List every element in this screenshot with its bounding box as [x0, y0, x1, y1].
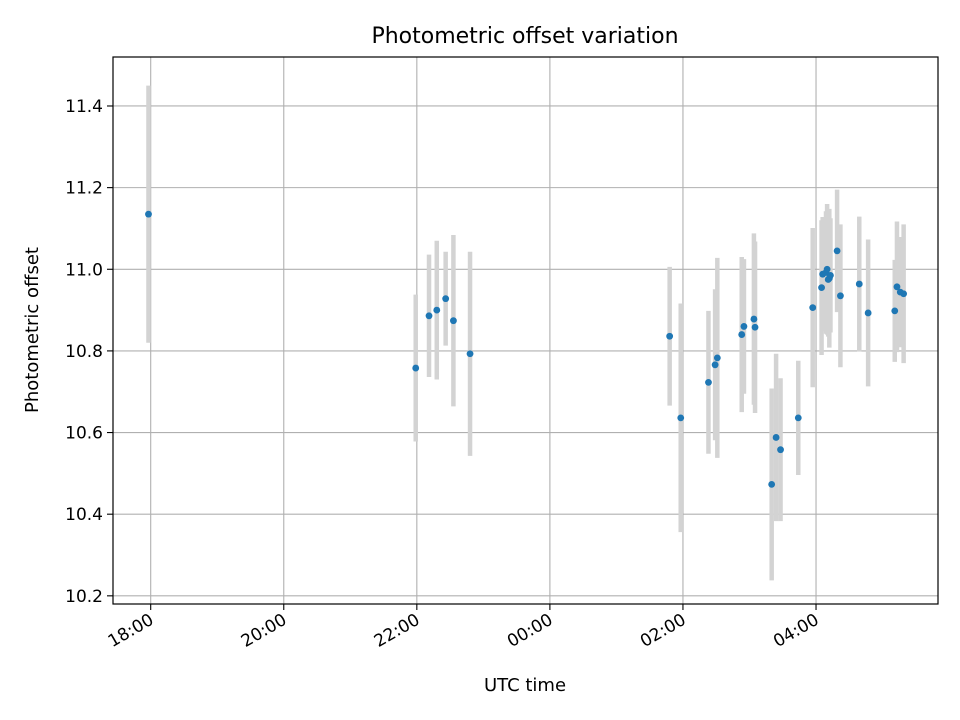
- data-point: [818, 284, 825, 292]
- data-point: [738, 331, 746, 338]
- data-point: [864, 309, 872, 317]
- chart-title: Photometric offset variation: [371, 24, 678, 49]
- data-point: [740, 323, 748, 330]
- data-point: [750, 315, 758, 323]
- y-axis-label: Photometric offset: [22, 247, 43, 413]
- data-point: [837, 292, 844, 300]
- data-point: [442, 295, 450, 303]
- data-point: [809, 304, 817, 312]
- data-point: [711, 361, 719, 369]
- data-point: [450, 317, 457, 325]
- y-tick-label: 10.4: [65, 505, 103, 525]
- data-points: [145, 210, 908, 488]
- data-point: [893, 283, 901, 291]
- data-point: [425, 312, 433, 320]
- data-point: [794, 414, 802, 422]
- data-point: [466, 350, 474, 358]
- y-tick-label: 11.2: [65, 179, 103, 199]
- data-point: [772, 434, 780, 441]
- data-point: [833, 247, 841, 255]
- data-point: [891, 307, 899, 315]
- data-point: [412, 364, 420, 372]
- y-tick-label: 11.0: [65, 260, 103, 280]
- data-point: [768, 480, 776, 488]
- y-tick-label: 10.2: [65, 587, 103, 607]
- x-axis-label: UTC time: [484, 675, 566, 696]
- plot-frame: [112, 56, 939, 605]
- data-point: [713, 354, 721, 362]
- y-tick-label: 11.4: [65, 97, 103, 117]
- data-point: [145, 210, 152, 218]
- y-tick-label: 10.8: [65, 342, 103, 362]
- data-point: [433, 306, 441, 314]
- data-point: [777, 446, 784, 454]
- y-tick-label: 10.6: [65, 424, 103, 444]
- data-point: [855, 280, 863, 288]
- data-point: [900, 290, 908, 298]
- data-point: [827, 271, 834, 279]
- data-point: [666, 332, 674, 340]
- plot-area: [113, 57, 938, 604]
- data-point: [705, 378, 712, 386]
- data-point: [823, 265, 831, 273]
- data-point: [677, 414, 685, 422]
- data-point: [751, 323, 759, 331]
